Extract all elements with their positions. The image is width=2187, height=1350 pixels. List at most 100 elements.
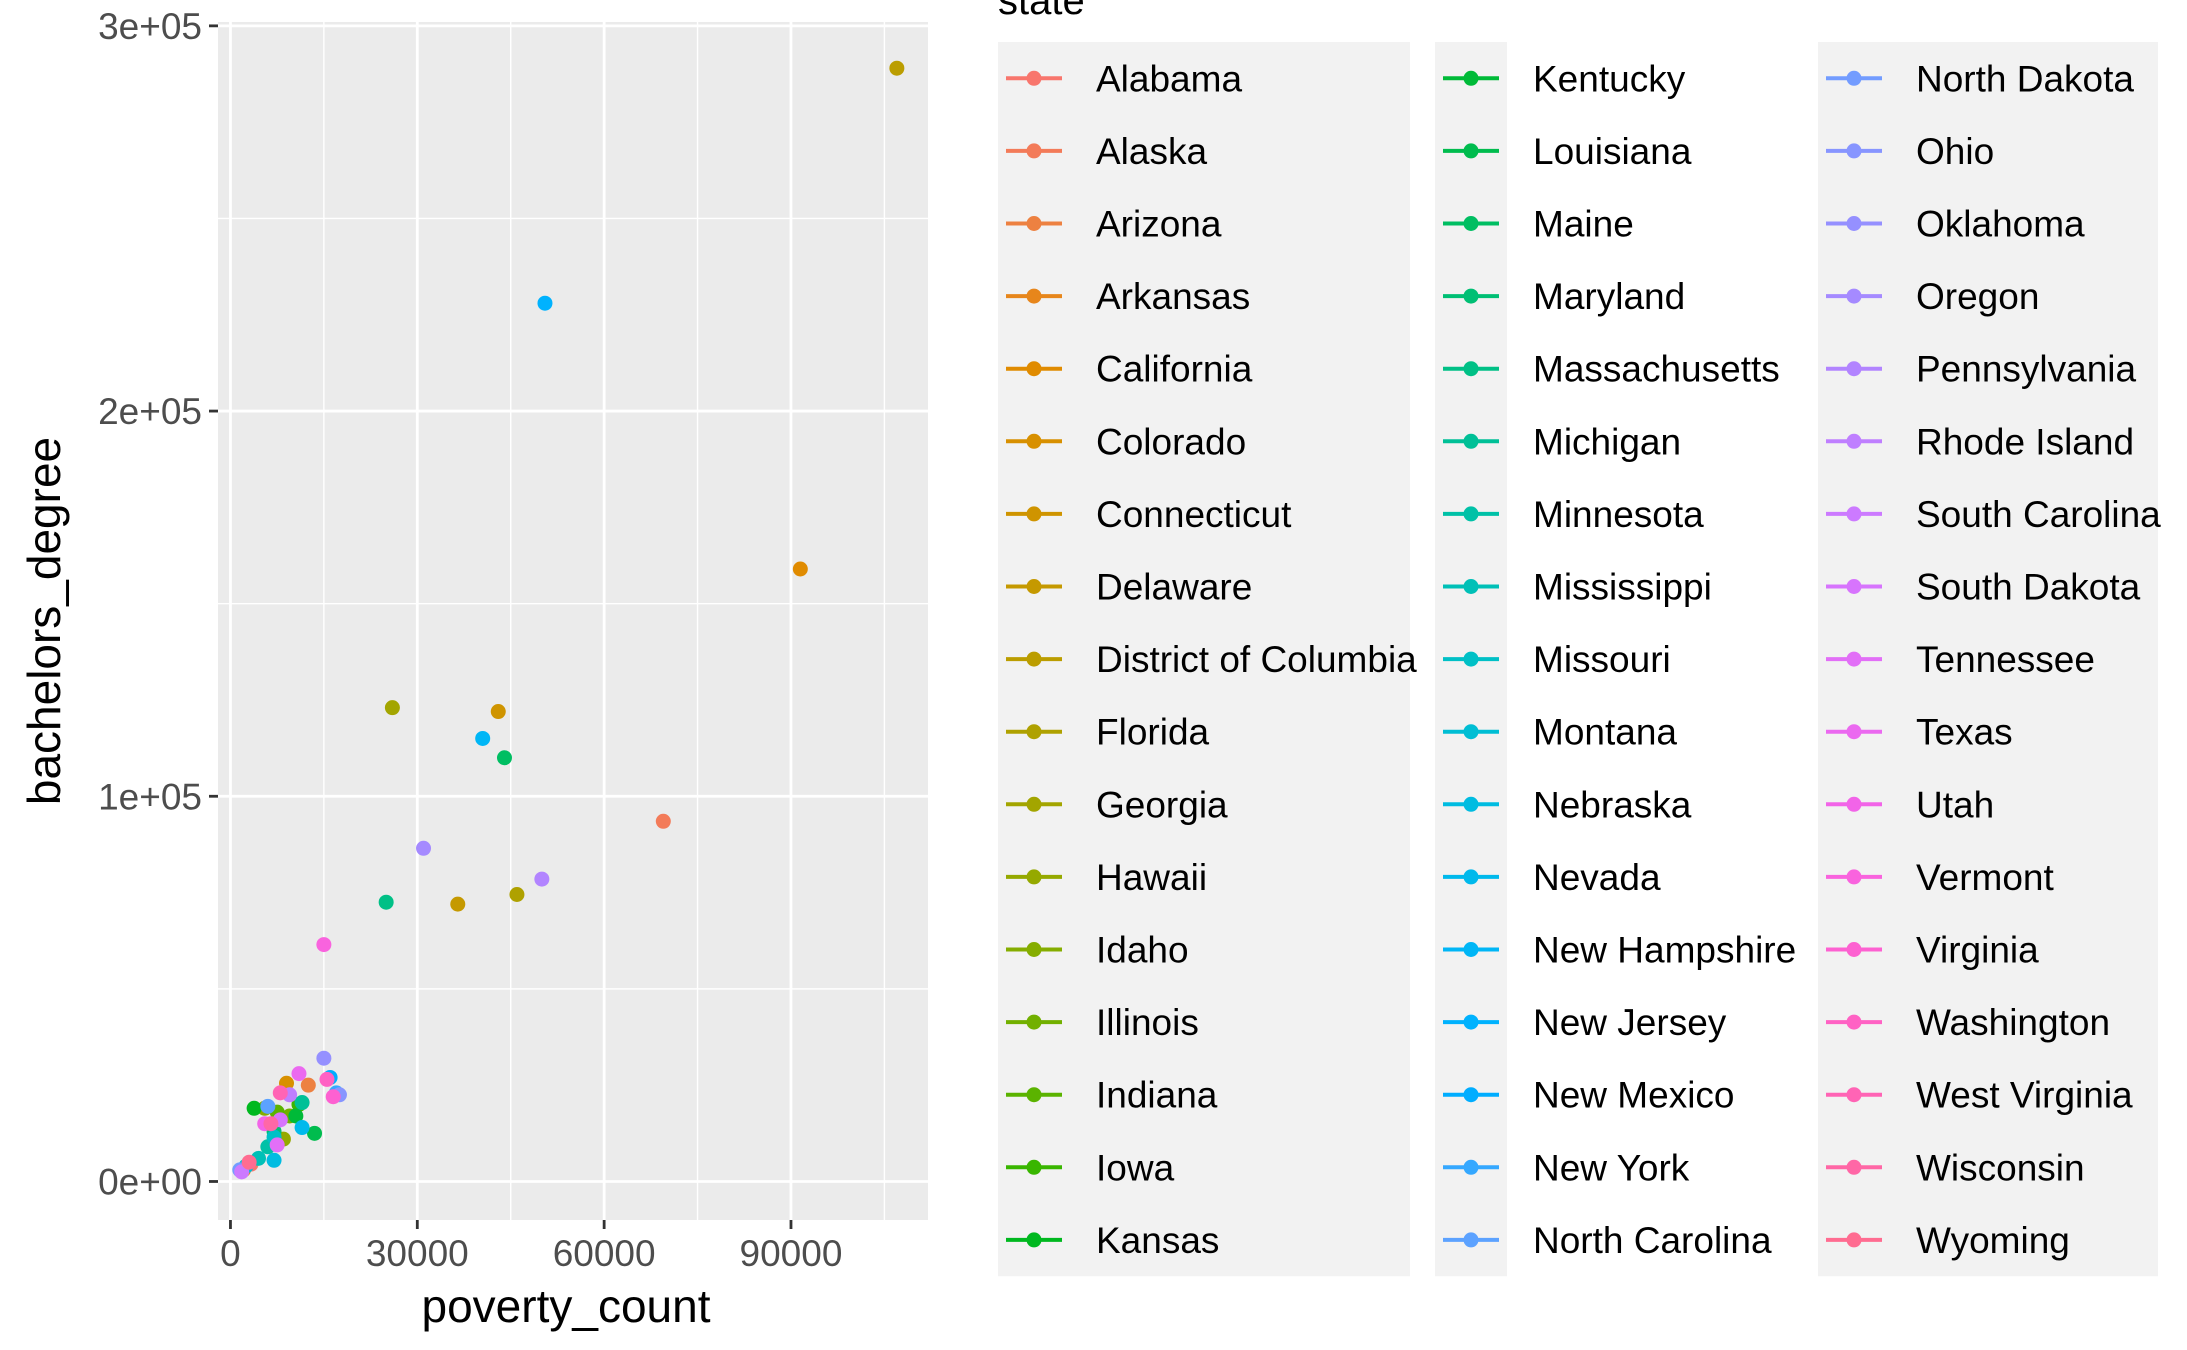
legend-label: Maryland <box>1533 276 1685 317</box>
legend-label: Nevada <box>1533 857 1661 898</box>
legend-key-point <box>1463 216 1479 231</box>
legend-key-point <box>1846 433 1862 449</box>
legend-label: Washington <box>1916 1002 2110 1043</box>
legend-label: New Hampshire <box>1533 930 1796 971</box>
legend-key-point <box>1463 143 1479 159</box>
data-point <box>241 1154 257 1170</box>
legend-label: North Carolina <box>1533 1220 1772 1261</box>
legend-label: Colorado <box>1096 421 1246 462</box>
legend-label: Alaska <box>1096 131 1207 172</box>
legend-key-point <box>1846 1232 1862 1248</box>
legend-label: Michigan <box>1533 421 1681 462</box>
legend-key-point <box>1846 70 1862 86</box>
legend-key-point <box>1846 1159 1862 1175</box>
legend-label: Missouri <box>1533 639 1671 680</box>
legend-key-point <box>1463 724 1479 740</box>
legend-label: South Dakota <box>1916 567 2141 608</box>
legend-label: California <box>1096 349 1253 390</box>
legend-key-point <box>1026 1232 1042 1248</box>
legend-label: West Virginia <box>1916 1075 2133 1116</box>
legend-key-point <box>1026 361 1042 377</box>
data-point <box>655 813 671 829</box>
legend-key-point <box>1463 942 1479 957</box>
legend-key-point <box>1026 651 1042 667</box>
legend-label: Wyoming <box>1916 1220 2070 1261</box>
legend-key-point <box>1846 506 1862 522</box>
data-point <box>266 1152 282 1168</box>
data-point <box>889 60 905 76</box>
legend-key-point <box>1026 796 1042 812</box>
legend-label: Ohio <box>1916 131 1994 172</box>
legend-label: Oklahoma <box>1916 204 2085 245</box>
legend-label: Idaho <box>1096 930 1189 971</box>
legend-label: Montana <box>1533 712 1677 753</box>
legend-key-point <box>1463 361 1479 377</box>
legend-label: Arkansas <box>1096 276 1250 317</box>
legend-label: Wisconsin <box>1916 1147 2085 1188</box>
legend-key-point <box>1026 579 1042 594</box>
x-tick-label: 30000 <box>366 1233 469 1274</box>
legend-label: Georgia <box>1096 784 1228 825</box>
data-point <box>260 1098 276 1114</box>
legend-key-point <box>1463 1014 1479 1030</box>
data-point <box>272 1085 288 1101</box>
legend-key-point <box>1026 1087 1042 1103</box>
legend-key-point <box>1026 942 1042 957</box>
x-tick-label: 60000 <box>553 1233 656 1274</box>
legend-key-point <box>1463 1087 1479 1103</box>
data-point <box>509 886 525 902</box>
legend-key-point <box>1846 942 1862 957</box>
data-point <box>378 894 394 910</box>
legend-key-point <box>1846 143 1862 159</box>
legend-label: Nebraska <box>1533 784 1692 825</box>
legend-label: Pennsylvania <box>1916 349 2137 390</box>
data-point <box>490 704 506 720</box>
data-point <box>416 840 432 856</box>
y-tick-label: 1e+05 <box>98 776 202 817</box>
legend-key-point <box>1026 288 1042 304</box>
legend-key-point <box>1846 724 1862 740</box>
data-point <box>269 1137 285 1153</box>
data-point <box>325 1089 341 1105</box>
legend-key-point <box>1463 433 1479 449</box>
legend-key-background <box>998 42 1410 1277</box>
legend-label: Maine <box>1533 204 1634 245</box>
legend-label: District of Columbia <box>1096 639 1417 680</box>
panel-background <box>218 22 928 1220</box>
data-point <box>300 1077 316 1093</box>
legend-key-point <box>1463 796 1479 812</box>
data-point <box>450 896 466 912</box>
y-tick-label: 2e+05 <box>98 391 202 432</box>
legend-label: Illinois <box>1096 1002 1199 1043</box>
legend-key-point <box>1463 869 1479 885</box>
legend-label: Alabama <box>1096 58 1242 99</box>
legend-key-point <box>1846 1087 1862 1103</box>
legend-label: Florida <box>1096 712 1210 753</box>
y-tick-label: 3e+05 <box>98 6 202 47</box>
data-point <box>263 1116 279 1132</box>
grid-lines <box>218 22 928 1220</box>
legend-label: Vermont <box>1916 857 2055 898</box>
legend-label: Minnesota <box>1533 494 1704 535</box>
legend-key-point <box>1463 1232 1479 1248</box>
legend-label: Massachusetts <box>1533 349 1780 390</box>
data-point <box>316 1050 332 1066</box>
legend-title: state <box>998 0 1085 23</box>
legend-label: Oregon <box>1916 276 2039 317</box>
legend-key-point <box>1026 1159 1042 1175</box>
legend-key-point <box>1463 288 1479 304</box>
legend-key-point <box>1463 1159 1479 1175</box>
axes: 0 30000 60000 90000 0e+00 1e+05 2e+05 3e+05 <box>98 6 842 1274</box>
legend-label: South Carolina <box>1916 494 2161 535</box>
legend-key-point <box>1846 651 1862 667</box>
x-tick-label: 0 <box>220 1233 241 1274</box>
legend-key-point <box>1463 651 1479 667</box>
y-tick-label: 0e+00 <box>98 1161 202 1202</box>
data-point <box>316 937 332 953</box>
legend-key-point <box>1026 216 1042 231</box>
legend-key-point <box>1026 724 1042 740</box>
data-point <box>384 700 400 716</box>
x-axis-title: poverty_count <box>422 1280 711 1332</box>
legend-label: Texas <box>1916 712 2013 753</box>
legend-label: Connecticut <box>1096 494 1292 535</box>
